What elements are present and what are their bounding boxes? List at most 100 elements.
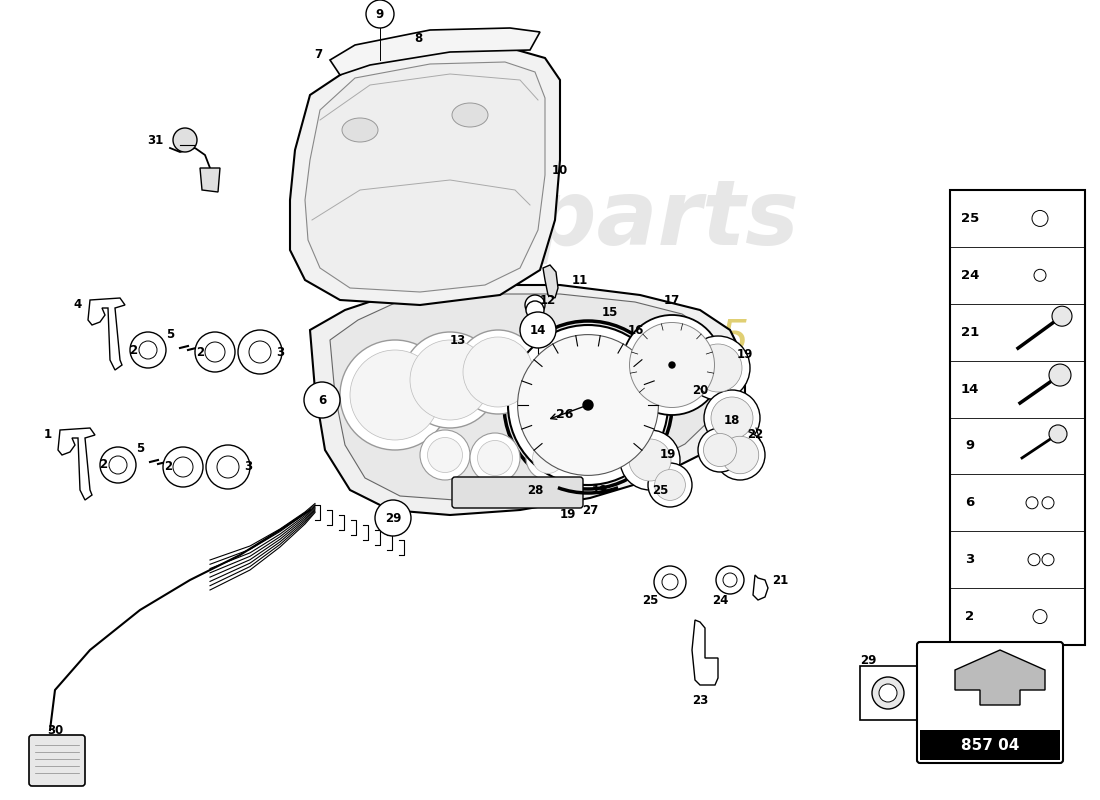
Polygon shape: [330, 294, 722, 500]
Text: since 1985: since 1985: [491, 318, 749, 362]
Circle shape: [654, 566, 686, 598]
Circle shape: [1022, 548, 1046, 572]
Circle shape: [456, 330, 540, 414]
Circle shape: [238, 330, 282, 374]
Circle shape: [662, 574, 678, 590]
Circle shape: [173, 128, 197, 152]
Text: 14: 14: [530, 323, 547, 337]
Text: 30: 30: [47, 723, 63, 737]
Circle shape: [532, 442, 563, 474]
Circle shape: [872, 677, 904, 709]
Text: 29: 29: [860, 654, 877, 666]
Text: 2: 2: [966, 610, 975, 623]
Ellipse shape: [452, 103, 488, 127]
Text: 3: 3: [276, 346, 284, 358]
Circle shape: [366, 0, 394, 28]
Circle shape: [525, 295, 544, 315]
Circle shape: [463, 337, 534, 407]
Circle shape: [1036, 491, 1060, 515]
Polygon shape: [543, 265, 558, 298]
Text: 1: 1: [44, 429, 52, 442]
Circle shape: [410, 340, 490, 420]
Circle shape: [1049, 425, 1067, 443]
Text: 6: 6: [966, 496, 975, 510]
Text: 12: 12: [540, 294, 557, 306]
Text: 21: 21: [961, 326, 979, 338]
Circle shape: [1026, 497, 1038, 509]
Circle shape: [1020, 491, 1044, 515]
Circle shape: [217, 456, 239, 478]
Text: 20: 20: [692, 383, 708, 397]
Circle shape: [1028, 554, 1040, 566]
Text: 14: 14: [960, 382, 979, 395]
Circle shape: [526, 301, 544, 319]
Circle shape: [583, 400, 593, 410]
Polygon shape: [330, 28, 540, 75]
Ellipse shape: [342, 118, 378, 142]
Text: 17: 17: [664, 294, 680, 306]
Circle shape: [629, 439, 671, 481]
Circle shape: [1042, 497, 1054, 509]
Polygon shape: [290, 48, 560, 305]
Circle shape: [669, 362, 675, 368]
Text: 31: 31: [147, 134, 163, 146]
Text: 27: 27: [582, 503, 598, 517]
Text: 18: 18: [724, 414, 740, 426]
Polygon shape: [305, 62, 544, 292]
Text: 19: 19: [560, 509, 576, 522]
FancyBboxPatch shape: [860, 666, 918, 720]
Circle shape: [654, 470, 685, 501]
Circle shape: [694, 344, 743, 392]
Circle shape: [723, 573, 737, 587]
FancyBboxPatch shape: [950, 190, 1085, 645]
Circle shape: [1049, 364, 1071, 386]
Circle shape: [1033, 610, 1047, 623]
Circle shape: [1052, 306, 1072, 326]
Text: 29: 29: [385, 511, 402, 525]
Circle shape: [711, 397, 754, 439]
Polygon shape: [58, 428, 95, 500]
Circle shape: [195, 332, 235, 372]
Circle shape: [1032, 210, 1048, 226]
Text: 7: 7: [314, 49, 322, 62]
Circle shape: [1027, 603, 1053, 630]
Text: 5: 5: [136, 442, 144, 454]
Circle shape: [173, 457, 192, 477]
Text: 19: 19: [660, 449, 676, 462]
Circle shape: [428, 438, 462, 473]
Text: 25: 25: [641, 594, 658, 606]
Text: 6: 6: [318, 394, 326, 406]
Text: 15: 15: [602, 306, 618, 318]
Polygon shape: [754, 575, 768, 600]
Text: 3: 3: [244, 461, 252, 474]
Text: 10: 10: [552, 163, 568, 177]
Circle shape: [518, 334, 659, 475]
Circle shape: [629, 322, 715, 407]
Circle shape: [100, 447, 136, 483]
Text: 2: 2: [164, 461, 172, 474]
Text: 9: 9: [376, 7, 384, 21]
FancyBboxPatch shape: [917, 642, 1063, 763]
Circle shape: [704, 390, 760, 446]
Circle shape: [402, 332, 498, 428]
Circle shape: [508, 325, 668, 485]
Text: 28: 28: [527, 483, 543, 497]
Text: 26: 26: [557, 409, 574, 422]
Text: 2: 2: [129, 343, 138, 357]
Circle shape: [420, 430, 470, 480]
Polygon shape: [200, 168, 220, 192]
Circle shape: [1042, 554, 1054, 566]
Text: 11: 11: [572, 274, 588, 286]
Circle shape: [1026, 205, 1054, 233]
Circle shape: [477, 441, 513, 475]
FancyBboxPatch shape: [452, 477, 583, 508]
Circle shape: [698, 428, 742, 472]
Text: 24: 24: [960, 269, 979, 282]
Text: 21: 21: [772, 574, 788, 586]
Circle shape: [206, 445, 250, 489]
Text: 2: 2: [99, 458, 107, 471]
Text: 25: 25: [961, 212, 979, 225]
Circle shape: [205, 342, 225, 362]
Text: 8: 8: [414, 31, 422, 45]
Circle shape: [249, 341, 271, 363]
